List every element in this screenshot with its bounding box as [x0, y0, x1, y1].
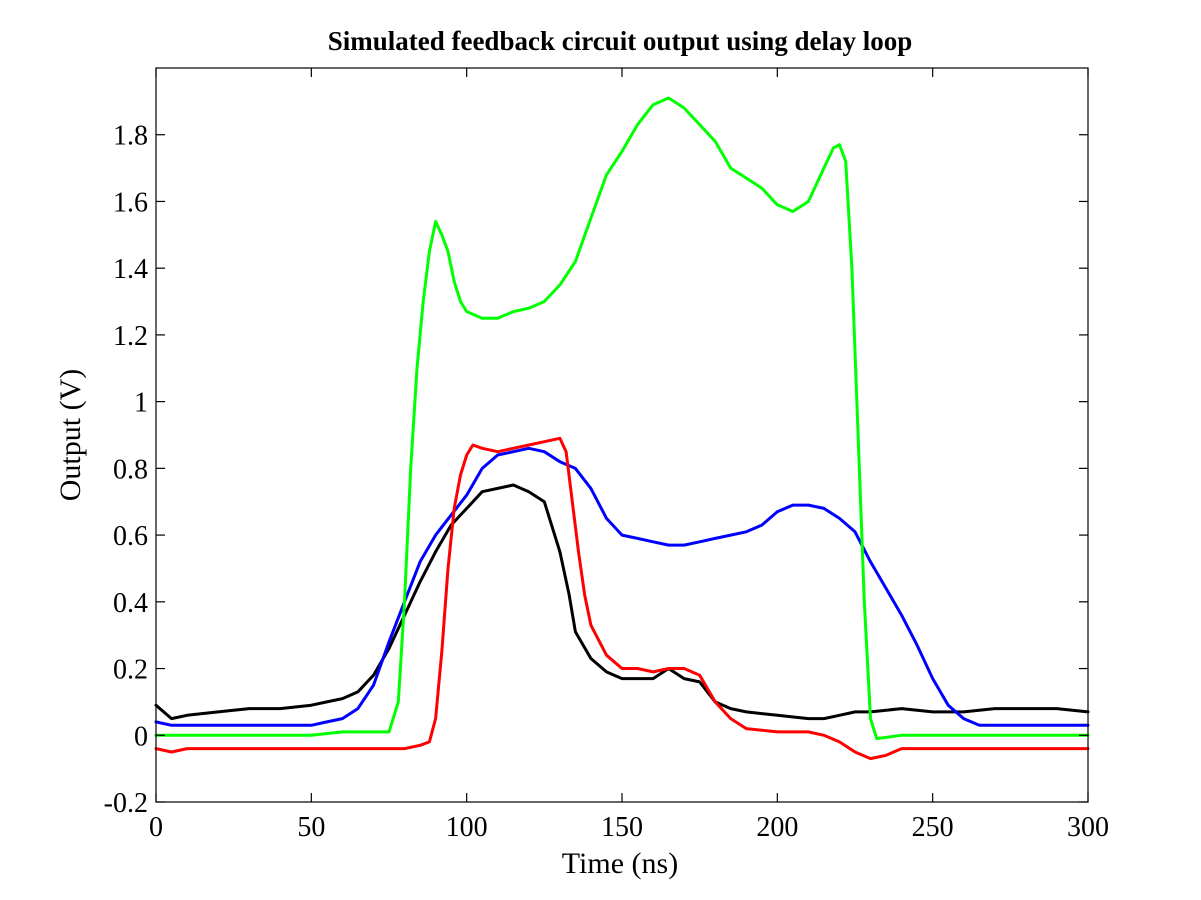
series-line-3 — [154, 436, 1090, 761]
y-tick-label: 0.6 — [113, 521, 148, 552]
y-tick-label: -0.2 — [104, 788, 148, 819]
x-tick-label: 100 — [446, 812, 488, 843]
y-tick-label: 1.8 — [113, 121, 148, 152]
y-tick-label: 0.2 — [113, 655, 148, 686]
ticks-layer: 0 50 100 150 200 250 300-0.200.20.40.60.811.21… — [104, 68, 1109, 843]
x-axis-label: Time (ns) — [562, 847, 678, 880]
y-tick-label: 0.4 — [113, 588, 148, 619]
y-tick-label: 1.6 — [113, 187, 148, 218]
y-tick-label: 0 — [134, 721, 148, 752]
x-tick-label: 250 — [912, 812, 954, 843]
series-line-1 — [154, 483, 1090, 721]
series-line-4 — [154, 96, 1090, 741]
y-tick-label: 0.8 — [113, 454, 148, 485]
y-tick-label: 1.4 — [113, 254, 148, 285]
chart-title: Simulated feedback circuit output using … — [328, 26, 913, 56]
x-tick-label: 150 — [601, 812, 643, 843]
x-tick-label: 300 — [1067, 812, 1109, 843]
series-layer — [154, 96, 1090, 761]
x-tick-label: 0 — [149, 812, 163, 843]
series-line-2 — [154, 446, 1090, 727]
x-tick-label: 50 — [297, 812, 325, 843]
y-tick-label: 1 — [134, 388, 148, 419]
x-tick-label: 200 — [756, 812, 798, 843]
y-axis-label: Output (V) — [54, 369, 87, 501]
y-tick-label: 1.2 — [113, 321, 148, 352]
